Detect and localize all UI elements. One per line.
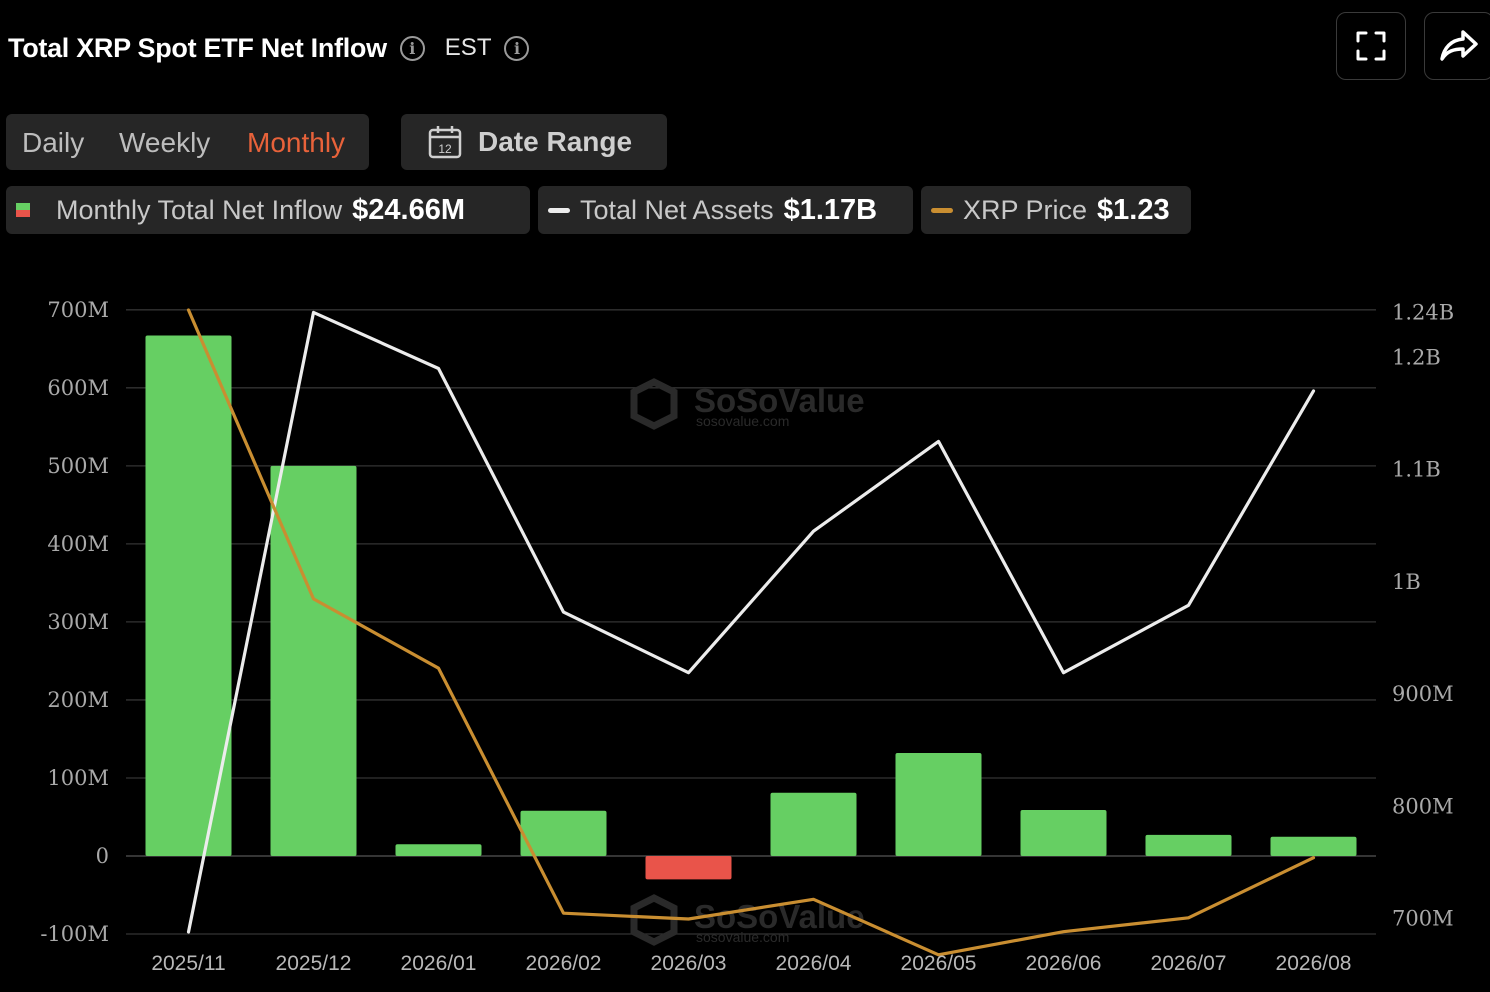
x-tick-label: 2026/05 (901, 952, 977, 975)
calendar-icon-number: 12 (438, 142, 452, 156)
legend-assets-label: Total Net Assets (580, 194, 774, 225)
info-icon[interactable]: i (399, 35, 425, 61)
bars-layer (145, 335, 1357, 880)
x-tick-label: 2025/11 (151, 952, 225, 975)
legend-price[interactable]: XRP Price $1.23 (921, 186, 1191, 234)
legend-assets-value: $1.17B (783, 193, 878, 226)
price-swatch (931, 207, 953, 213)
right-tick-label: 900M (1392, 682, 1454, 706)
bar[interactable] (1145, 834, 1232, 856)
watermark-site: sosovalue.com (696, 413, 789, 429)
bar[interactable] (770, 792, 857, 856)
right-tick-label: 800M (1392, 794, 1454, 818)
inflow-swatch (16, 203, 30, 217)
left-tick-label: 100M (47, 766, 109, 790)
legend-inflow-value: $24.66M (352, 193, 465, 226)
page-title: Total XRP Spot ETF Net Inflow (8, 32, 387, 63)
left-tick-label: -100M (40, 922, 109, 946)
lines-layer (186, 308, 1316, 957)
timezone-label: EST (444, 34, 492, 61)
period-weekly[interactable]: Weekly (119, 127, 211, 158)
watermark-logo-icon (630, 378, 678, 430)
share-icon (1440, 30, 1478, 61)
fullscreen-button[interactable] (1336, 12, 1406, 80)
left-tick-label: 500M (47, 454, 109, 478)
bar[interactable] (270, 465, 357, 856)
right-tick-label: 700M (1392, 907, 1454, 931)
period-toggle: Daily Weekly Monthly (6, 114, 369, 170)
x-tick-label: 2026/07 (1151, 952, 1227, 975)
x-tick-label: 2025/12 (276, 952, 352, 975)
legend-price-value: $1.23 (1097, 193, 1170, 226)
title-row: Total XRP Spot ETF Net Inflow i EST i (8, 28, 530, 68)
fullscreen-icon (1356, 31, 1386, 61)
bar[interactable] (895, 753, 982, 856)
bar[interactable] (1270, 836, 1357, 856)
legend-inflow-label: Monthly Total Net Inflow (56, 194, 343, 225)
bar[interactable] (145, 335, 232, 856)
axis-layer: -100M 0 100M 200M 300M 400M 500M 600M 700M 700M 80… (40, 298, 1454, 975)
right-tick-label: 1.2B (1392, 345, 1441, 369)
bar[interactable] (1020, 809, 1107, 856)
period-monthly[interactable]: Monthly (247, 127, 346, 158)
legend-assets[interactable]: Total Net Assets $1.17B (538, 186, 913, 234)
price-line[interactable] (186, 308, 1316, 957)
bar[interactable] (395, 844, 482, 856)
timezone-info-icon[interactable]: i (504, 35, 530, 61)
calendar-icon: 12 (428, 126, 462, 159)
date-range-button[interactable]: 12 Date Range (401, 114, 667, 170)
legend-inflow[interactable]: Monthly Total Net Inflow $24.66M (6, 186, 530, 234)
share-button[interactable] (1424, 12, 1490, 80)
x-tick-label: 2026/04 (776, 952, 852, 975)
x-tick-label: 2026/06 (1026, 952, 1102, 975)
left-tick-label: 300M (47, 610, 109, 634)
watermark-logo-icon (630, 894, 678, 946)
x-tick-label: 2026/03 (651, 952, 727, 975)
left-tick-label: 400M (47, 532, 109, 556)
left-tick-label: 700M (47, 298, 109, 322)
assets-line[interactable] (186, 310, 1316, 934)
right-tick-label: 1.1B (1392, 458, 1441, 482)
x-tick-label: 2026/02 (526, 952, 602, 975)
watermark-layer: SoSoValuesosovalue.comSoSoValuesosovalue… (630, 378, 865, 946)
assets-swatch (548, 207, 570, 213)
date-range-label: Date Range (478, 126, 633, 157)
right-tick-label: 1.24B (1392, 300, 1454, 324)
period-daily[interactable]: Daily (22, 127, 85, 158)
bar[interactable] (645, 856, 732, 880)
x-tick-label: 2026/08 (1276, 952, 1352, 975)
left-tick-label: 200M (47, 688, 109, 712)
legend-price-label: XRP Price (963, 194, 1088, 225)
left-tick-label: 0 (96, 844, 109, 868)
bar[interactable] (520, 810, 607, 856)
left-tick-label: 600M (47, 376, 109, 400)
x-tick-label: 2026/01 (401, 952, 477, 975)
watermark-brand: SoSoValue (694, 382, 865, 419)
right-tick-label: 1B (1392, 570, 1421, 594)
watermark-site: sosovalue.com (696, 929, 789, 945)
